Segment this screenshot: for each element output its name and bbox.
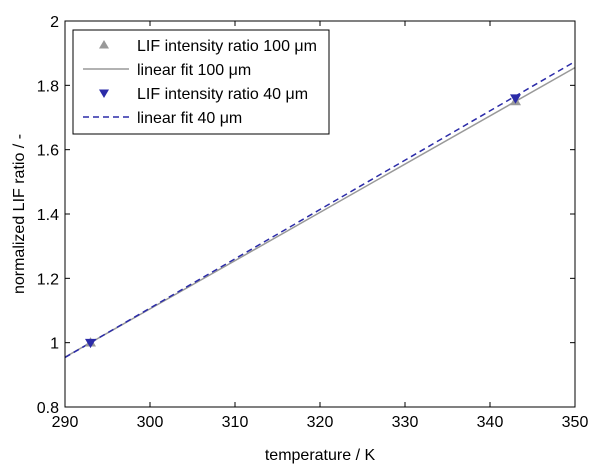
x-tick-label: 340 (477, 414, 504, 431)
y-tick-label: 0.8 (37, 400, 59, 417)
y-tick-label: 1.4 (37, 207, 59, 224)
data-point-2-1 (510, 94, 521, 104)
legend-label-2: LIF intensity ratio 40 μm (137, 86, 308, 103)
y-axis-title: normalized LIF ratio / - (11, 134, 28, 294)
y-tick-label: 1 (50, 336, 59, 353)
legend-marker-2 (99, 89, 109, 98)
x-tick-label: 320 (307, 414, 334, 431)
x-tick-label: 300 (137, 414, 164, 431)
y-tick-label: 2 (50, 14, 59, 31)
legend-label-0: LIF intensity ratio 100 μm (137, 38, 317, 55)
legend-label-3: linear fit 40 μm (137, 110, 242, 127)
series-line-1 (64, 66, 576, 358)
legend-label-1: linear fit 100 μm (137, 62, 251, 79)
y-tick-label: 1.6 (37, 143, 59, 160)
x-tick-label: 290 (52, 414, 79, 431)
legend-marker-0 (99, 40, 109, 49)
x-tick-label: 350 (562, 414, 589, 431)
x-tick-label: 330 (392, 414, 419, 431)
data-point-2-0 (85, 338, 96, 349)
y-tick-label: 1.2 (37, 271, 59, 288)
series-line-3 (64, 60, 576, 359)
x-axis-title: temperature / K (265, 447, 376, 464)
legend: LIF intensity ratio 100 μm linear fit 100… (72, 29, 330, 135)
x-tick-label: 310 (222, 414, 249, 431)
ticks-layer: 290 300 310 320 330 340 350 0.8 1 1.2 1.4 1.6 1.8 2 (37, 14, 589, 431)
y-tick-label: 1.8 (37, 78, 59, 95)
plot-layer (64, 60, 576, 359)
